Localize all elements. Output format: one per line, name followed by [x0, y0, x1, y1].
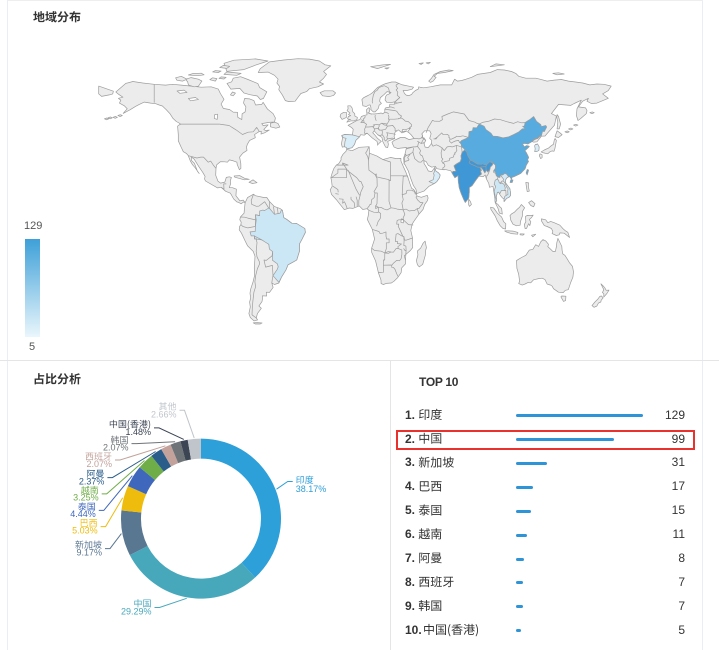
- svg-text:2.37%: 2.37%: [79, 477, 105, 487]
- svg-text:29.29%: 29.29%: [121, 607, 152, 617]
- svg-text:1.48%: 1.48%: [125, 427, 151, 437]
- svg-text:9.17%: 9.17%: [76, 548, 102, 558]
- svg-text:2.07%: 2.07%: [86, 459, 112, 469]
- svg-text:4.44%: 4.44%: [70, 509, 96, 519]
- svg-text:2.07%: 2.07%: [103, 442, 129, 452]
- svg-text:5.03%: 5.03%: [72, 526, 98, 536]
- svg-text:38.17%: 38.17%: [296, 484, 327, 494]
- svg-text:2.66%: 2.66%: [151, 409, 177, 419]
- svg-text:3.25%: 3.25%: [73, 493, 99, 503]
